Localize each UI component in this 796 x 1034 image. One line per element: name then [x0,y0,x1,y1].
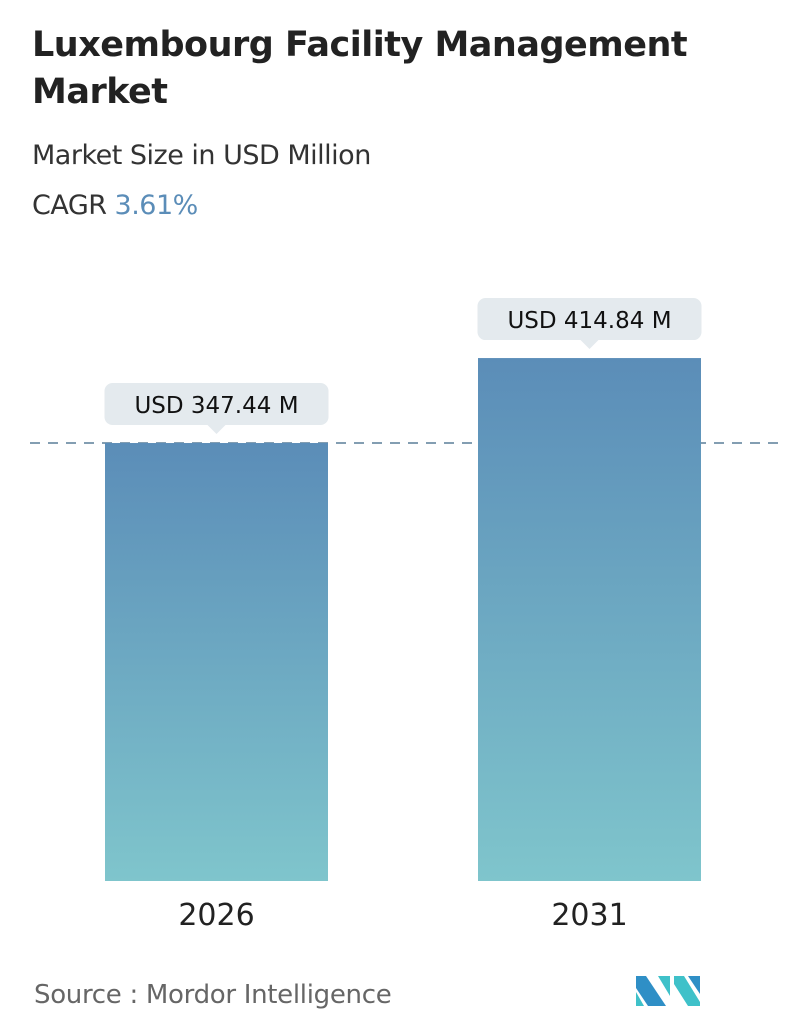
cagr-value: 3.61% [114,190,199,221]
data-label-pointer [207,425,226,435]
data-label-bg [104,383,329,426]
bar-2031 [478,358,701,881]
data-label: USD 414.84 M [507,308,671,334]
cagr-label: CAGR [32,190,107,221]
mordor-logo [636,976,700,1006]
data-label: USD 347.44 M [134,393,298,419]
x-tick-label: 2031 [551,898,627,933]
chart-subtitle: Market Size in USD Million [32,140,371,171]
data-label-pointer [580,340,599,350]
bar-2026 [105,443,328,881]
source-label: Source : [34,980,138,1010]
x-tick-label: 2026 [178,898,254,933]
bar-chart: USD 347.44 M 2026 USD 414.84 M 2031 [30,298,785,933]
source: Source : Mordor Intelligence [34,980,392,1010]
chart-title: Luxembourg Facility Management Market [32,25,688,112]
source-value: Mordor Intelligence [145,980,392,1010]
data-label-bg [477,298,702,341]
cagr: CAGR 3.61% [32,190,198,221]
